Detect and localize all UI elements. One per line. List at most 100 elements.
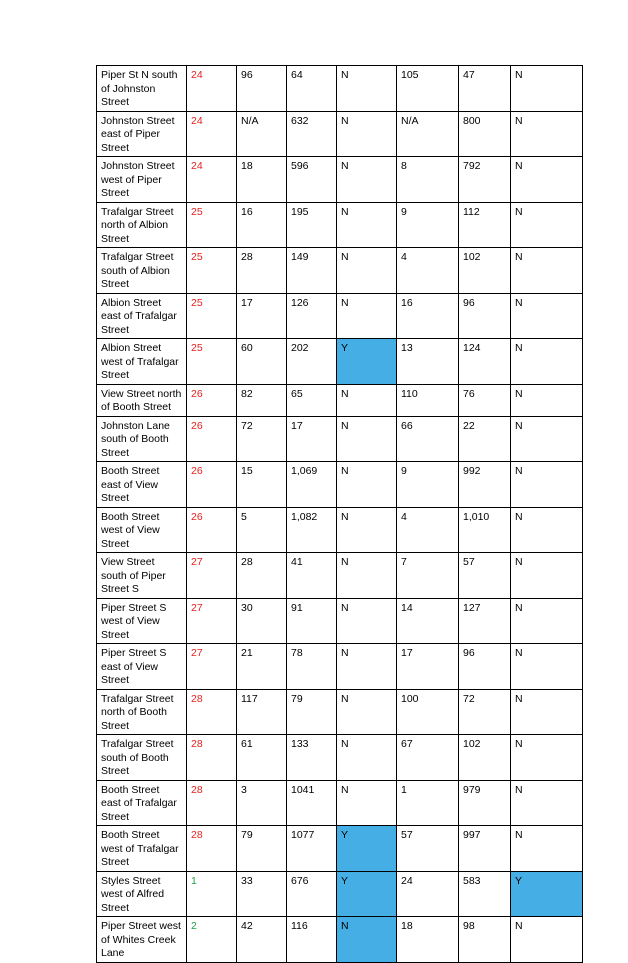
flag-cell-1: N — [336, 247, 397, 294]
location-cell: Booth Street east of View Street — [96, 461, 187, 508]
value-cell-1: 21 — [236, 643, 287, 690]
id-cell: 28 — [186, 688, 237, 735]
id-cell: 24 — [186, 65, 237, 112]
value-cell-3: 7 — [396, 552, 459, 599]
value-cell-1: N/A — [236, 110, 287, 157]
location-cell: Piper Street S west of View Street — [96, 597, 187, 644]
table-row: Booth Street west of Trafalgar Street 28 7… — [96, 825, 583, 872]
value-cell-2: 202 — [286, 338, 337, 385]
location-cell: Albion Street west of Trafalgar Street — [96, 338, 187, 385]
flag-cell-2: N — [510, 201, 583, 248]
value-cell-4: 583 — [458, 870, 511, 917]
value-cell-3: 24 — [396, 870, 459, 917]
id-cell: 26 — [186, 383, 237, 417]
flag-cell-1: N — [336, 65, 397, 112]
value-cell-1: 17 — [236, 292, 287, 339]
value-cell-1: 5 — [236, 506, 287, 553]
value-cell-4: 102 — [458, 734, 511, 781]
flag-cell-1: Y — [336, 338, 397, 385]
value-cell-4: 800 — [458, 110, 511, 157]
value-cell-2: 41 — [286, 552, 337, 599]
value-cell-4: 1,010 — [458, 506, 511, 553]
value-cell-1: 96 — [236, 65, 287, 112]
value-cell-4: 96 — [458, 643, 511, 690]
table-row: Trafalgar Street north of Albion Street 2… — [96, 201, 583, 248]
value-cell-4: 124 — [458, 338, 511, 385]
value-cell-2: 195 — [286, 201, 337, 248]
location-cell: Trafalgar Street south of Albion Street — [96, 247, 187, 294]
location-cell: Booth Street west of View Street — [96, 506, 187, 553]
location-cell: Johnston Lane south of Booth Street — [96, 415, 187, 462]
value-cell-2: 133 — [286, 734, 337, 781]
table-row: Booth Street west of View Street 26 5 1,082… — [96, 506, 583, 553]
value-cell-2: 676 — [286, 870, 337, 917]
value-cell-3: 57 — [396, 825, 459, 872]
value-cell-4: 127 — [458, 597, 511, 644]
table-row: Piper Street S west of View Street 27 30 91… — [96, 597, 583, 644]
value-cell-3: 9 — [396, 201, 459, 248]
id-cell: 28 — [186, 825, 237, 872]
value-cell-4: 792 — [458, 156, 511, 203]
value-cell-4: 57 — [458, 552, 511, 599]
flag-cell-1: N — [336, 597, 397, 644]
value-cell-3: 16 — [396, 292, 459, 339]
table-body: Piper St N south of Johnston Street 24 96 6… — [96, 65, 583, 963]
location-cell: Piper St N south of Johnston Street — [96, 65, 187, 112]
table-row: Johnston Street east of Piper Street 24 N/… — [96, 110, 583, 157]
table-row: Johnston Street west of Piper Street 24 18… — [96, 156, 583, 203]
location-cell: Booth Street west of Trafalgar Street — [96, 825, 187, 872]
flag-cell-2: N — [510, 338, 583, 385]
value-cell-3: 13 — [396, 338, 459, 385]
flag-cell-2: Y — [510, 870, 583, 917]
flag-cell-1: N — [336, 643, 397, 690]
id-cell: 25 — [186, 247, 237, 294]
table-row: Albion Street east of Trafalgar Street 25… — [96, 292, 583, 339]
location-cell: View Street south of Piper Street S — [96, 552, 187, 599]
flag-cell-2: N — [510, 292, 583, 339]
flag-cell-2: N — [510, 643, 583, 690]
location-cell: Trafalgar Street south of Booth Street — [96, 734, 187, 781]
value-cell-1: 33 — [236, 870, 287, 917]
flag-cell-2: N — [510, 825, 583, 872]
document-page: Piper St N south of Johnston Street 24 96 6… — [96, 65, 583, 963]
value-cell-3: 4 — [396, 506, 459, 553]
flag-cell-2: N — [510, 688, 583, 735]
id-cell: 26 — [186, 506, 237, 553]
flag-cell-2: N — [510, 383, 583, 417]
location-cell: View Street north of Booth Street — [96, 383, 187, 417]
id-cell: 25 — [186, 292, 237, 339]
flag-cell-2: N — [510, 461, 583, 508]
value-cell-2: 1041 — [286, 779, 337, 826]
value-cell-2: 65 — [286, 383, 337, 417]
value-cell-4: 997 — [458, 825, 511, 872]
value-cell-4: 992 — [458, 461, 511, 508]
location-cell: Johnston Street west of Piper Street — [96, 156, 187, 203]
table-row: Albion Street west of Trafalgar Street 25… — [96, 338, 583, 385]
value-cell-3: 110 — [396, 383, 459, 417]
value-cell-2: 632 — [286, 110, 337, 157]
table-row: Trafalgar Street north of Booth Street 28… — [96, 688, 583, 735]
location-cell: Piper Street west of Whites Creek Lane — [96, 916, 187, 963]
table-row: View Street south of Piper Street S 27 28 4… — [96, 552, 583, 599]
value-cell-4: 72 — [458, 688, 511, 735]
value-cell-4: 96 — [458, 292, 511, 339]
value-cell-3: 100 — [396, 688, 459, 735]
value-cell-2: 1077 — [286, 825, 337, 872]
flag-cell-1: N — [336, 552, 397, 599]
location-cell: Trafalgar Street north of Albion Street — [96, 201, 187, 248]
id-cell: 24 — [186, 156, 237, 203]
flag-cell-2: N — [510, 65, 583, 112]
value-cell-3: 4 — [396, 247, 459, 294]
flag-cell-2: N — [510, 597, 583, 644]
id-cell: 27 — [186, 643, 237, 690]
value-cell-4: 98 — [458, 916, 511, 963]
value-cell-3: 1 — [396, 779, 459, 826]
flag-cell-2: N — [510, 247, 583, 294]
id-cell: 26 — [186, 461, 237, 508]
value-cell-2: 91 — [286, 597, 337, 644]
value-cell-2: 596 — [286, 156, 337, 203]
flag-cell-1: N — [336, 201, 397, 248]
table-row: Trafalgar Street south of Albion Street 2… — [96, 247, 583, 294]
value-cell-1: 60 — [236, 338, 287, 385]
flag-cell-1: N — [336, 415, 397, 462]
